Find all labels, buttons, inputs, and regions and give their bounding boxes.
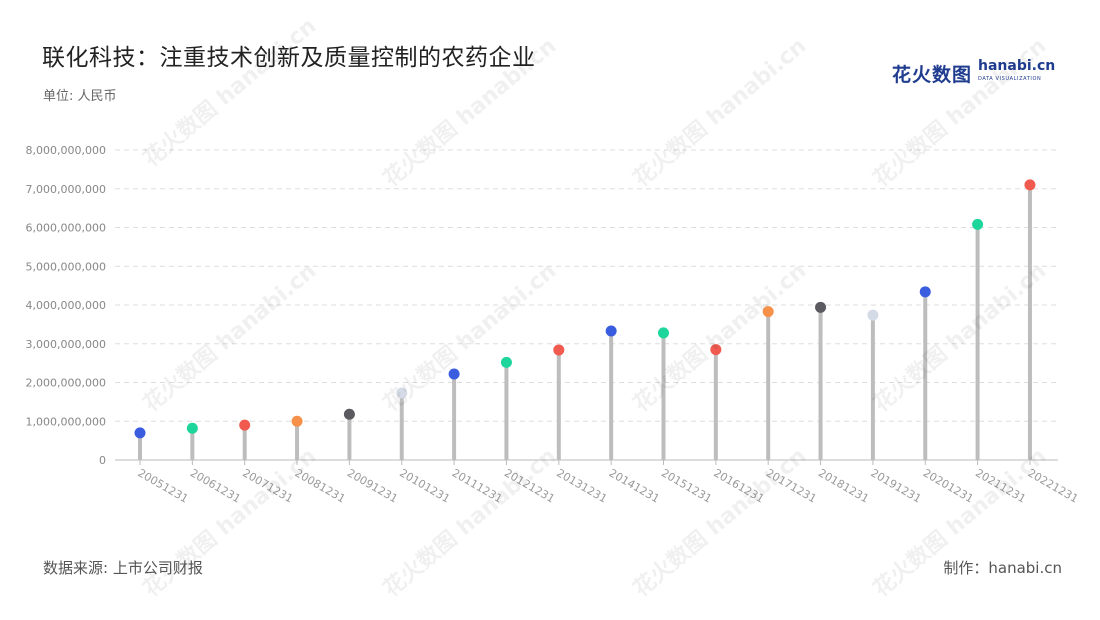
x-tick-label: 20181231 — [816, 466, 871, 505]
data-point — [762, 306, 774, 318]
x-tick-label: 20211231 — [973, 466, 1028, 505]
logo-text-en: hanabi.cn DATA VISUALIZATION — [978, 58, 1056, 86]
x-tick-label: 20141231 — [607, 466, 662, 505]
y-axis-ticks: 0 1,000,000,000 2,000,000,000 3,000,000,000… — [26, 144, 106, 467]
logo-subtitle: DATA VISUALIZATION — [978, 76, 1042, 82]
stems — [138, 184, 1032, 460]
x-tick-label: 20061231 — [188, 466, 243, 505]
data-point — [396, 387, 408, 399]
data-point — [343, 408, 355, 420]
brand-logo: 花火数图 hanabi.cn DATA VISUALIZATION — [892, 58, 1056, 86]
x-tick-label: 20161231 — [711, 466, 766, 505]
y-tick-label: 2,000,000,000 — [26, 377, 106, 390]
grid-lines — [115, 149, 1058, 422]
data-point — [605, 325, 617, 337]
x-tick-label: 20221231 — [1025, 466, 1080, 505]
data-point — [972, 218, 984, 230]
data-point — [134, 427, 146, 439]
y-tick-label: 4,000,000,000 — [26, 299, 106, 312]
x-tick-label: 20191231 — [868, 466, 923, 505]
data-point — [553, 344, 565, 356]
data-point — [291, 415, 303, 427]
y-tick-label: 3,000,000,000 — [26, 338, 106, 351]
x-tick-label: 20121231 — [502, 466, 557, 505]
dots — [134, 179, 1036, 439]
x-tick-label: 20171231 — [764, 466, 819, 505]
y-tick-label: 8,000,000,000 — [26, 144, 106, 157]
data-point — [239, 419, 251, 431]
data-point — [186, 422, 198, 434]
data-point — [448, 368, 460, 380]
x-tick-label: 20111231 — [450, 466, 505, 505]
y-tick-label: 6,000,000,000 — [26, 222, 106, 235]
logo-domain: hanabi.cn — [978, 58, 1056, 74]
data-point — [919, 286, 931, 298]
chart-title: 联化科技：注重技术创新及质量控制的农药企业 — [42, 45, 536, 71]
y-tick-label: 7,000,000,000 — [26, 183, 106, 196]
x-tick-label: 20131231 — [554, 466, 609, 505]
data-point — [500, 356, 512, 368]
x-axis-ticks: 2005123120061231200712312008123120091231… — [136, 460, 1080, 506]
data-point — [658, 327, 669, 339]
x-tick-label: 20081231 — [293, 466, 348, 505]
data-point — [1024, 179, 1036, 191]
data-point — [815, 301, 827, 313]
x-tick-label: 20071231 — [240, 466, 295, 505]
unit-label: 单位: 人民币 — [43, 89, 117, 104]
y-tick-label: 0 — [99, 454, 106, 467]
credit-label: 制作：hanabi.cn — [943, 559, 1062, 577]
data-source: 数据来源: 上市公司财报 — [43, 559, 203, 577]
x-tick-label: 20201231 — [921, 466, 976, 505]
data-point — [710, 344, 722, 356]
x-tick-label: 20101231 — [397, 466, 452, 505]
x-tick-label: 20151231 — [659, 466, 714, 505]
x-tick-label: 20091231 — [345, 466, 400, 505]
x-tick-label: 20051231 — [136, 466, 191, 505]
data-point — [867, 309, 879, 321]
y-tick-label: 1,000,000,000 — [26, 415, 106, 428]
y-tick-label: 5,000,000,000 — [26, 260, 106, 273]
logo-text-cn: 花火数图 — [892, 63, 973, 86]
